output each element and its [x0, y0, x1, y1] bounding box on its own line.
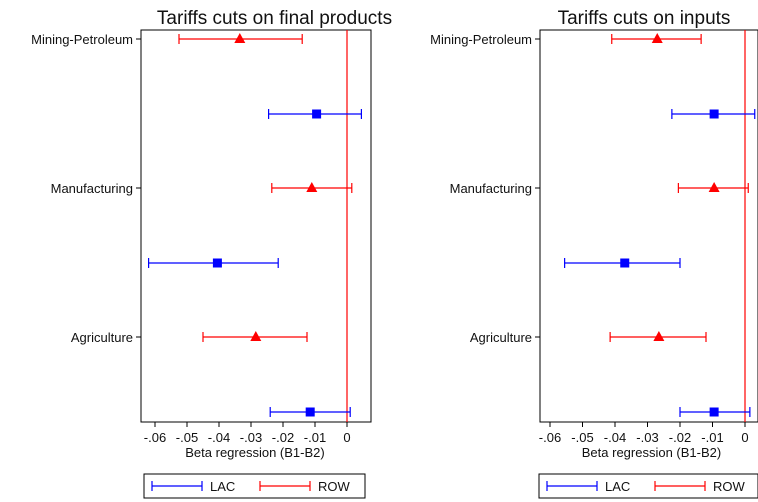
y-tick-label: Mining-Petroleum	[430, 32, 532, 47]
row-estimate-marker	[250, 331, 262, 341]
x-tick-label: -.02	[669, 430, 691, 445]
plot-frame	[140, 29, 372, 423]
x-tick-label: -.06	[144, 430, 166, 445]
x-axis-label: Beta regression (B1-B2)	[185, 445, 324, 460]
x-tick-label: -.03	[636, 430, 658, 445]
lac-estimate-marker	[305, 407, 315, 417]
lac-estimate-marker	[709, 407, 719, 417]
x-tick-label: -.03	[240, 430, 262, 445]
y-tick-label: Manufacturing	[450, 181, 532, 196]
x-tick-label: 0	[343, 430, 350, 445]
x-tick-label: -.06	[539, 430, 561, 445]
y-tick-label: Mining-Petroleum	[31, 32, 133, 47]
legend-label-row: ROW	[713, 479, 746, 494]
row-estimate-marker	[653, 331, 665, 341]
row-estimate-marker	[651, 33, 663, 43]
panel-title: Tariffs cuts on final products	[157, 8, 392, 29]
row-estimate-marker	[234, 33, 246, 43]
x-tick-label: -.05	[176, 430, 198, 445]
legend-label-lac: LAC	[605, 479, 630, 494]
legend-label-lac: LAC	[210, 479, 235, 494]
x-tick-label: -.01	[701, 430, 723, 445]
x-tick-label: -.01	[304, 430, 326, 445]
panel-final-products: Tariffs cuts on final products Mining-Pet…	[31, 8, 392, 499]
x-tick-label: -.04	[604, 430, 626, 445]
lac-estimate-marker	[709, 109, 719, 119]
x-tick-label: -.02	[272, 430, 294, 445]
y-tick-label: Manufacturing	[51, 181, 133, 196]
row-estimate-marker	[306, 182, 318, 192]
lac-estimate-marker	[312, 109, 322, 119]
lac-estimate-marker	[212, 258, 222, 268]
panel-title: Tariffs cuts on inputs	[558, 8, 731, 29]
x-tick-label: -.04	[208, 430, 230, 445]
legend: LAC ROW	[143, 473, 366, 499]
y-tick-label: Agriculture	[71, 330, 133, 345]
x-tick-label: -.05	[571, 430, 593, 445]
x-axis-label: Beta regression (B1-B2)	[582, 445, 721, 460]
plot-frame	[539, 29, 758, 423]
legend-label-row: ROW	[318, 479, 351, 494]
panel-inputs: Tariffs cuts on inputs Mining-Petroleum Ma…	[430, 8, 758, 499]
row-estimate-marker	[708, 182, 720, 192]
y-tick-label: Agriculture	[470, 330, 532, 345]
legend: LAC ROW	[538, 473, 758, 499]
lac-estimate-marker	[620, 258, 630, 268]
x-tick-label: 0	[741, 430, 748, 445]
